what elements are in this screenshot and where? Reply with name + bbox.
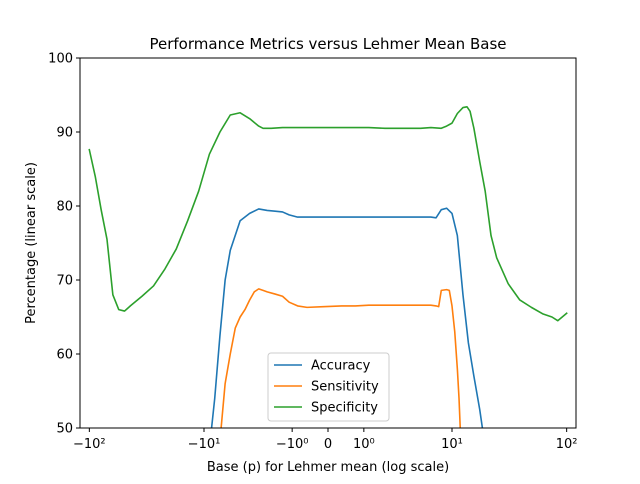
x-tick-label: −10² bbox=[73, 437, 106, 452]
x-axis: −10² −10¹ −10⁰ 0 10⁰ 10¹ 10² bbox=[73, 428, 578, 452]
x-tick-label: −10¹ bbox=[188, 437, 221, 452]
chart-title: Performance Metrics versus Lehmer Mean B… bbox=[150, 35, 507, 53]
y-axis: 50 60 70 80 90 100 bbox=[48, 52, 80, 437]
y-tick-label: 100 bbox=[48, 52, 73, 67]
series-line-specificity bbox=[88, 106, 568, 322]
x-tick-label: 0 bbox=[324, 437, 332, 452]
x-axis-label: Base (p) for Lehmer mean (log scale) bbox=[207, 460, 449, 475]
x-tick-label: −10⁰ bbox=[276, 437, 309, 452]
legend-label-sensitivity: Sensitivity bbox=[311, 380, 379, 395]
y-tick-label: 90 bbox=[56, 126, 73, 141]
x-tick-label: 10⁰ bbox=[353, 437, 375, 452]
legend-label-specificity: Specificity bbox=[311, 401, 378, 416]
y-tick-label: 80 bbox=[56, 200, 73, 215]
y-axis-label: Percentage (linear scale) bbox=[24, 162, 39, 324]
y-tick-label: 70 bbox=[56, 274, 73, 289]
legend-box bbox=[267, 352, 390, 422]
series-line-accuracy bbox=[210, 207, 484, 428]
y-tick-label: 50 bbox=[56, 422, 73, 437]
legend-label-accuracy: Accuracy bbox=[311, 359, 371, 374]
series-layer bbox=[88, 106, 568, 428]
y-tick-label: 60 bbox=[56, 348, 73, 363]
x-tick-label: 10² bbox=[556, 437, 578, 452]
x-tick-label: 10¹ bbox=[441, 437, 463, 452]
legend: Accuracy Sensitivity Specificity bbox=[267, 352, 390, 422]
series-line-sensitivity bbox=[220, 288, 462, 428]
